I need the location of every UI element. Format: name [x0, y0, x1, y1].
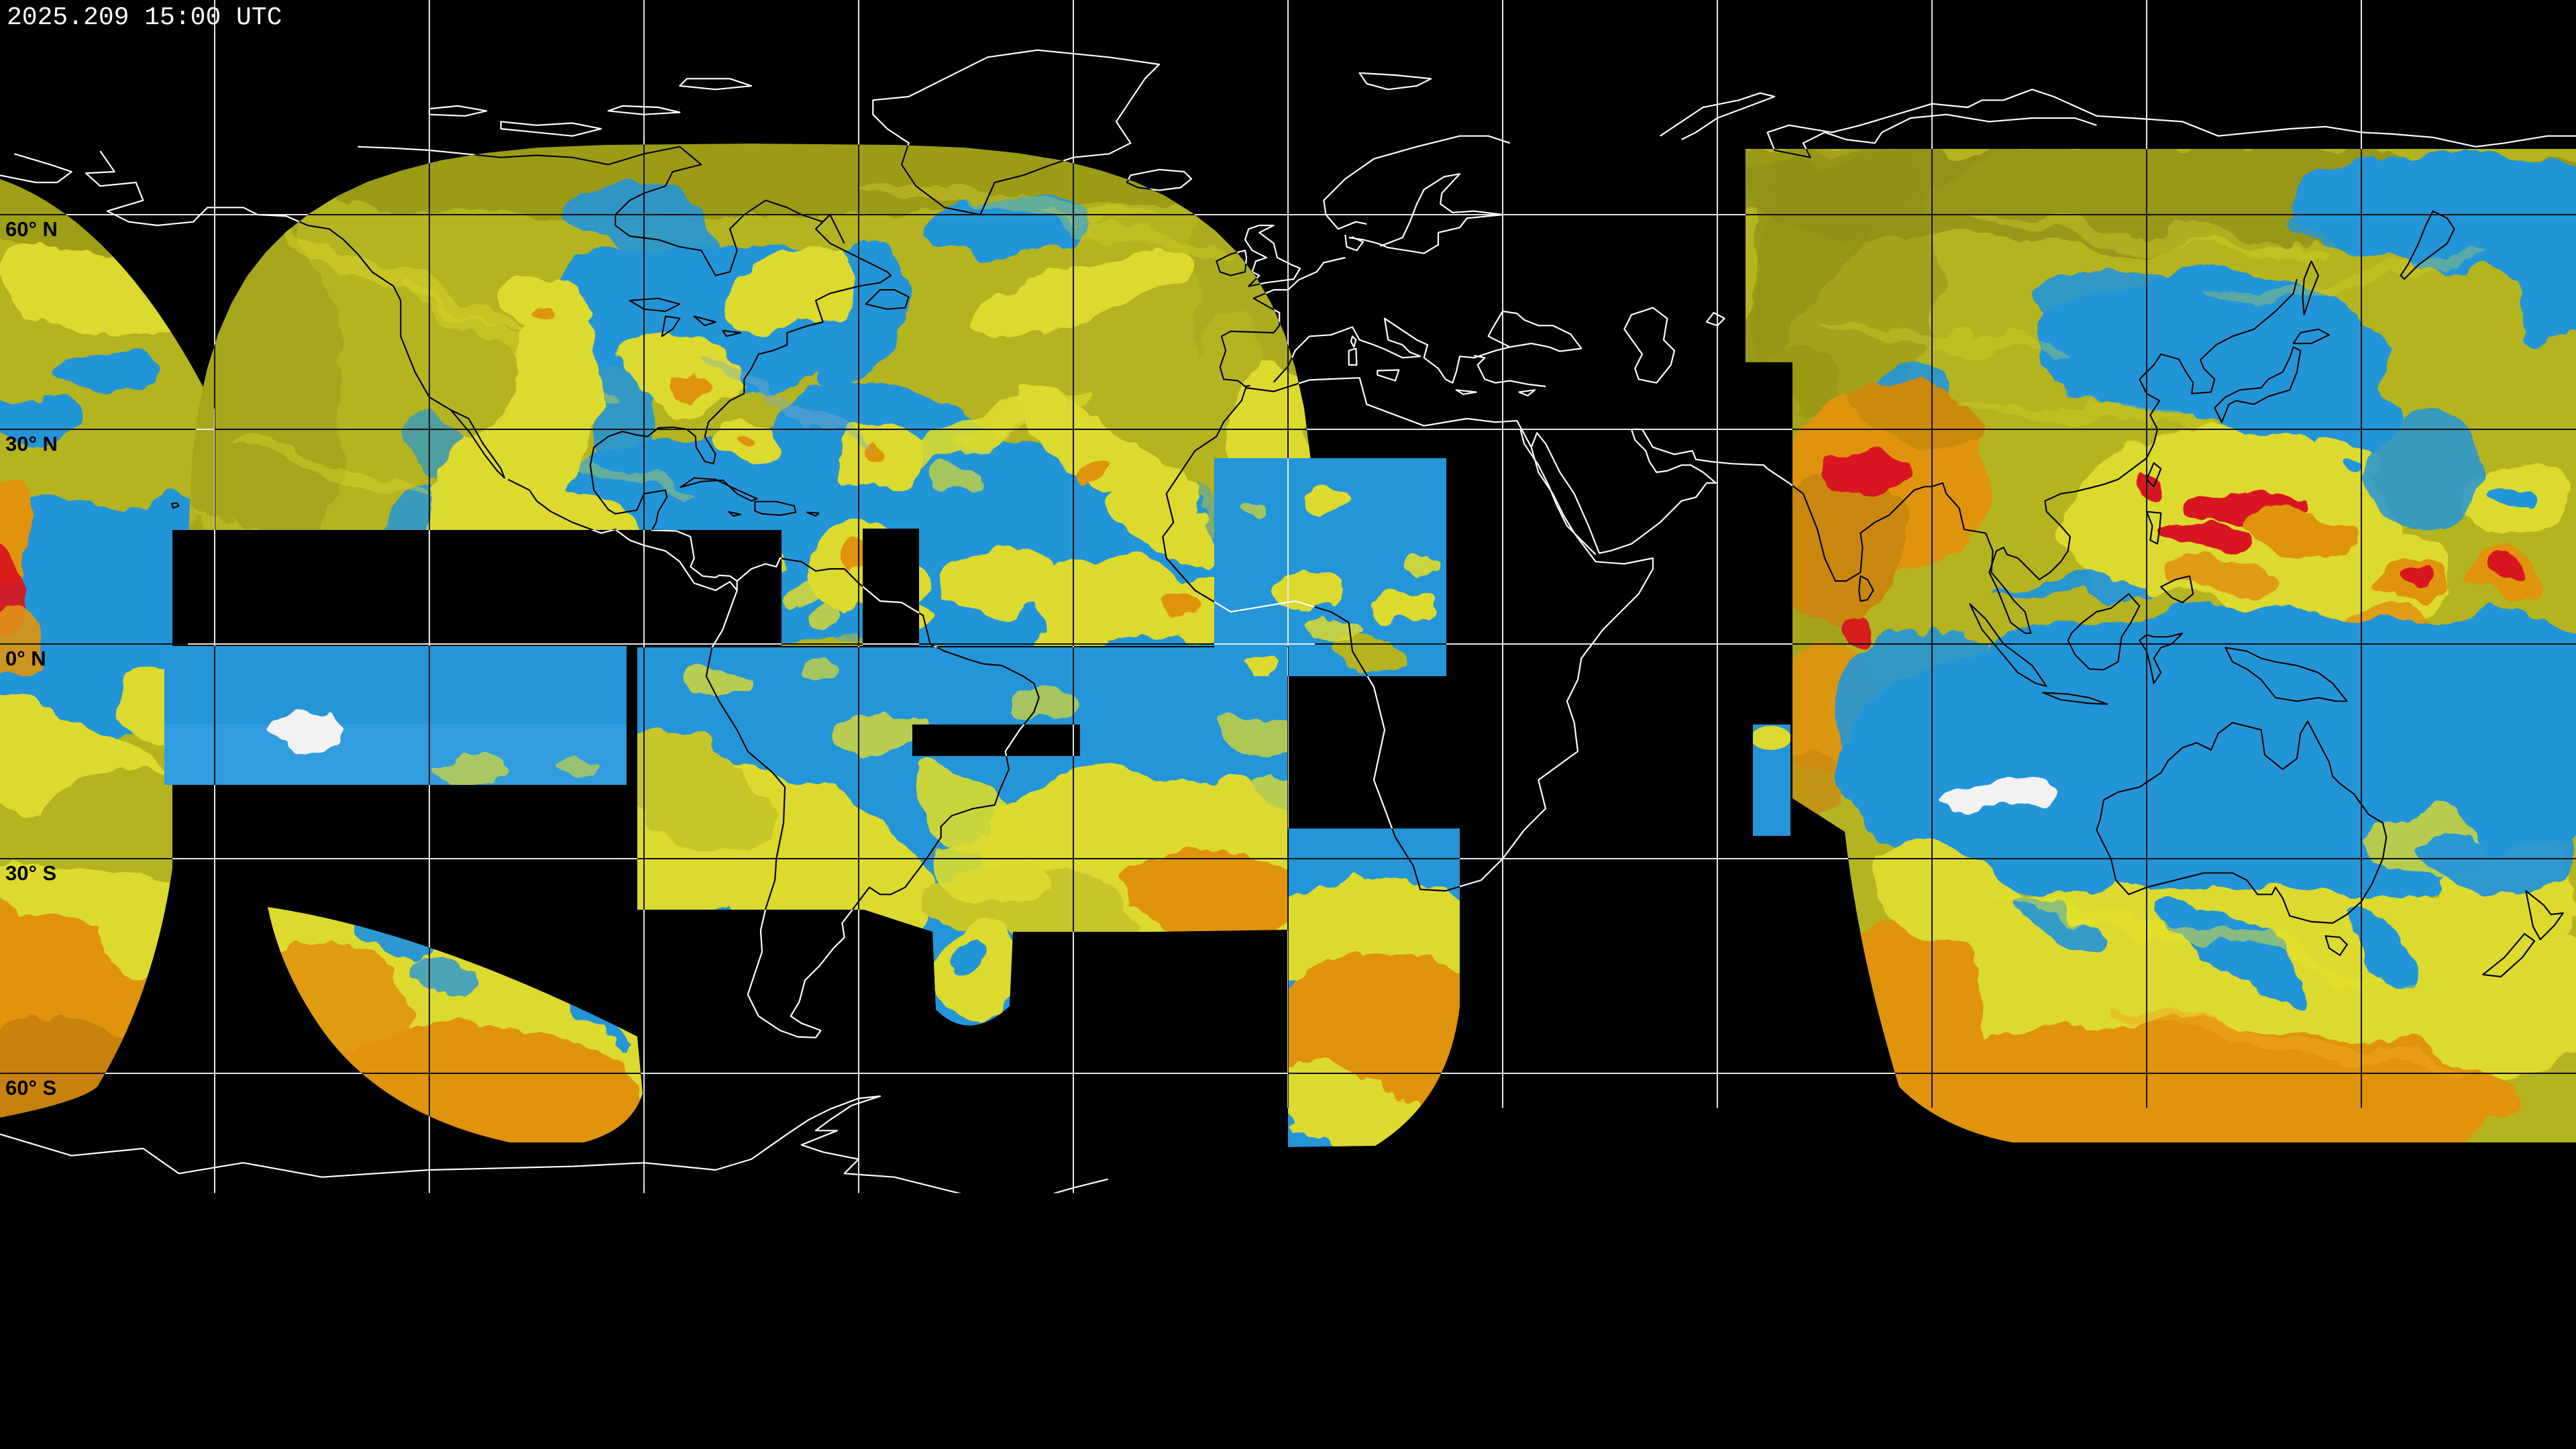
svg-text:290: 290	[1662, 1346, 1707, 1374]
svg-text:200: 200	[871, 1346, 916, 1374]
svg-text:210: 210	[959, 1346, 1004, 1374]
svg-text:310: 310	[1837, 1346, 1882, 1374]
svg-text:180: 180	[696, 1346, 741, 1374]
svg-text:280: 280	[1574, 1346, 1619, 1374]
svg-text:260: 260	[1398, 1346, 1443, 1374]
svg-text:240: 240	[1222, 1346, 1267, 1374]
svg-text:0° N: 0° N	[5, 647, 46, 670]
svg-text:300: 300	[1750, 1346, 1794, 1374]
svg-text:Brightness Temperature in 6.75: Brightness Temperature in 6.75um, Kelvin	[966, 1379, 1610, 1409]
svg-text:250: 250	[1310, 1346, 1355, 1374]
svg-text:60° S: 60° S	[5, 1076, 56, 1099]
svg-text:270: 270	[1486, 1346, 1531, 1374]
svg-text:220: 220	[1046, 1346, 1091, 1374]
svg-text:30° N: 30° N	[5, 432, 58, 455]
svg-text:60° N: 60° N	[5, 217, 58, 241]
svg-text:230: 230	[1134, 1346, 1179, 1374]
svg-text:190: 190	[784, 1346, 828, 1374]
svg-text:30° S: 30° S	[5, 861, 56, 885]
svg-text:2025.209 15:00 UTC: 2025.209 15:00 UTC	[7, 3, 282, 32]
